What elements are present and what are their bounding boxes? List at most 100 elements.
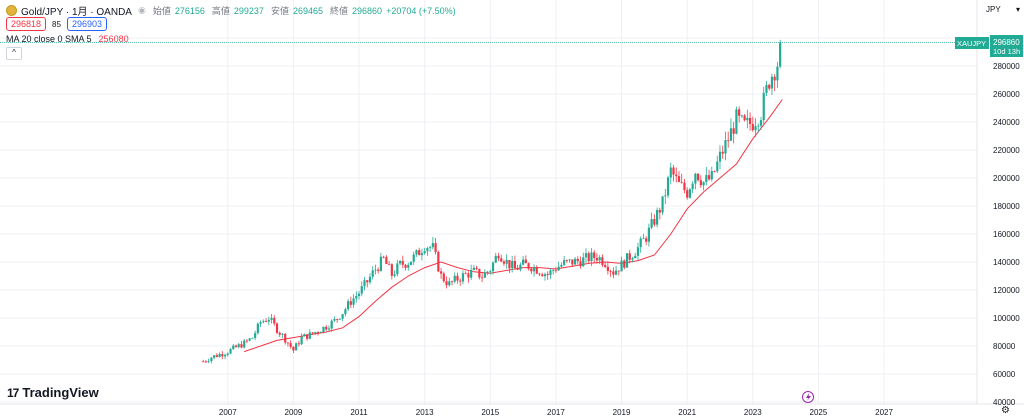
candle-body xyxy=(393,274,396,276)
candle-body xyxy=(691,183,694,190)
candle-body xyxy=(623,260,626,268)
ma-indicator-row[interactable]: MA 20 close 0 SMA 5 256080 xyxy=(6,34,129,44)
price-tick-label: 160000 xyxy=(993,230,1020,239)
candle-body xyxy=(546,274,549,276)
candle-body xyxy=(292,346,295,351)
candle-body xyxy=(379,256,383,271)
collapse-legend-button[interactable]: ^ xyxy=(6,47,22,60)
candle-body xyxy=(415,250,418,255)
price-tick-label: 220000 xyxy=(993,146,1020,155)
candle-body xyxy=(535,267,538,274)
candle-body xyxy=(502,261,506,264)
candle-body xyxy=(762,92,765,121)
time-tick-label: 2019 xyxy=(613,408,631,417)
candle-body xyxy=(587,253,590,262)
candle-body xyxy=(768,84,771,89)
candle-body xyxy=(770,76,774,89)
eye-icon[interactable]: ◉ xyxy=(137,5,146,15)
candle-body xyxy=(344,309,347,315)
candle-body xyxy=(609,271,612,272)
legend-ohlc-row: Gold/JPY · 1月 · OANDA ◉ 始値 276156 高値 299… xyxy=(6,3,456,18)
candle-body xyxy=(511,260,514,269)
candle-body xyxy=(699,180,702,186)
time-axis[interactable]: 2007 2009 2011 2013 2015 2017 2019 2021 2023 2025… xyxy=(219,408,894,417)
candle-body xyxy=(560,264,563,267)
candle-body xyxy=(650,219,653,228)
tradingview-logo[interactable]: 17 TradingView xyxy=(7,385,99,400)
last-price-label: XAUJPY 296860 10d 13h xyxy=(955,35,1023,57)
candle-body xyxy=(284,333,287,343)
time-tick-label: 2009 xyxy=(285,408,303,417)
candle-body xyxy=(423,251,426,254)
candle-body xyxy=(256,323,259,334)
candle-body xyxy=(374,269,377,271)
candle-body xyxy=(349,301,352,305)
candle-body xyxy=(336,319,339,320)
candle-body xyxy=(489,271,492,272)
candle-body xyxy=(653,219,656,225)
candle-body xyxy=(776,66,779,81)
candle-body xyxy=(202,361,205,363)
open-value: 276156 xyxy=(174,5,205,16)
candle-body xyxy=(264,321,268,323)
change-value: +20704 (+7.50%) xyxy=(386,5,456,16)
candle-body xyxy=(645,238,648,242)
sell-button[interactable]: 296818 xyxy=(6,17,47,31)
candle-body xyxy=(267,319,270,322)
price-tick-label: 120000 xyxy=(993,286,1020,295)
candle-body xyxy=(666,177,670,196)
candle-body xyxy=(494,255,497,263)
candle-body xyxy=(453,275,456,282)
candle-body xyxy=(686,190,689,198)
ma-indicator-label: MA 20 close 0 SMA 5 xyxy=(6,34,92,44)
settings-gear-icon[interactable]: ⚙ xyxy=(1001,405,1010,416)
candle-body xyxy=(672,167,675,175)
price-axis[interactable]: 40000 60000 80000 100000 120000 140000 160000 1… xyxy=(993,34,1020,407)
candle-body xyxy=(617,270,620,272)
candle-body xyxy=(683,182,686,191)
candle-body xyxy=(661,196,664,213)
candle-body xyxy=(382,256,385,258)
candle-body xyxy=(327,328,331,330)
candle-body xyxy=(431,243,434,248)
buy-button[interactable]: 296903 xyxy=(66,17,107,31)
candle-body xyxy=(628,253,631,260)
candle-body xyxy=(486,271,489,273)
symbol-tag-bg xyxy=(955,37,989,49)
candle-body xyxy=(620,260,623,272)
currency-selector[interactable]: JPY ▾ xyxy=(986,3,1020,15)
candle-body xyxy=(655,210,659,225)
candle-body xyxy=(464,273,467,275)
candle-body xyxy=(221,354,224,357)
candle-body xyxy=(748,117,752,124)
candle-body xyxy=(491,262,495,272)
candle-body xyxy=(273,317,276,324)
candle-body xyxy=(420,253,424,256)
candle-body xyxy=(694,173,697,184)
candle-body xyxy=(598,257,601,261)
symbol-title[interactable]: Gold/JPY · 1月 · OANDA xyxy=(21,7,132,18)
candle-body xyxy=(311,332,314,334)
candle-body xyxy=(472,267,475,270)
ma-indicator-value: 256080 xyxy=(98,34,129,44)
price-tick-label: 80000 xyxy=(993,342,1016,351)
high-value: 299237 xyxy=(233,5,264,16)
candle-body xyxy=(262,321,265,323)
candle-body xyxy=(232,345,235,350)
candle-body xyxy=(754,126,757,131)
candle-body xyxy=(237,344,240,348)
candle-body xyxy=(543,274,547,277)
candle-body xyxy=(243,340,246,348)
time-tick-label: 2013 xyxy=(416,408,434,417)
candle-body xyxy=(718,151,722,162)
time-tick-label: 2007 xyxy=(219,408,237,417)
candle-body xyxy=(248,338,251,341)
candle-body xyxy=(461,273,465,282)
candle-body xyxy=(218,354,221,357)
candle-body xyxy=(565,260,568,261)
lightning-event-icon[interactable] xyxy=(802,391,814,403)
candle-body xyxy=(738,109,741,116)
candle-body xyxy=(675,174,678,177)
candle-body xyxy=(497,255,500,259)
